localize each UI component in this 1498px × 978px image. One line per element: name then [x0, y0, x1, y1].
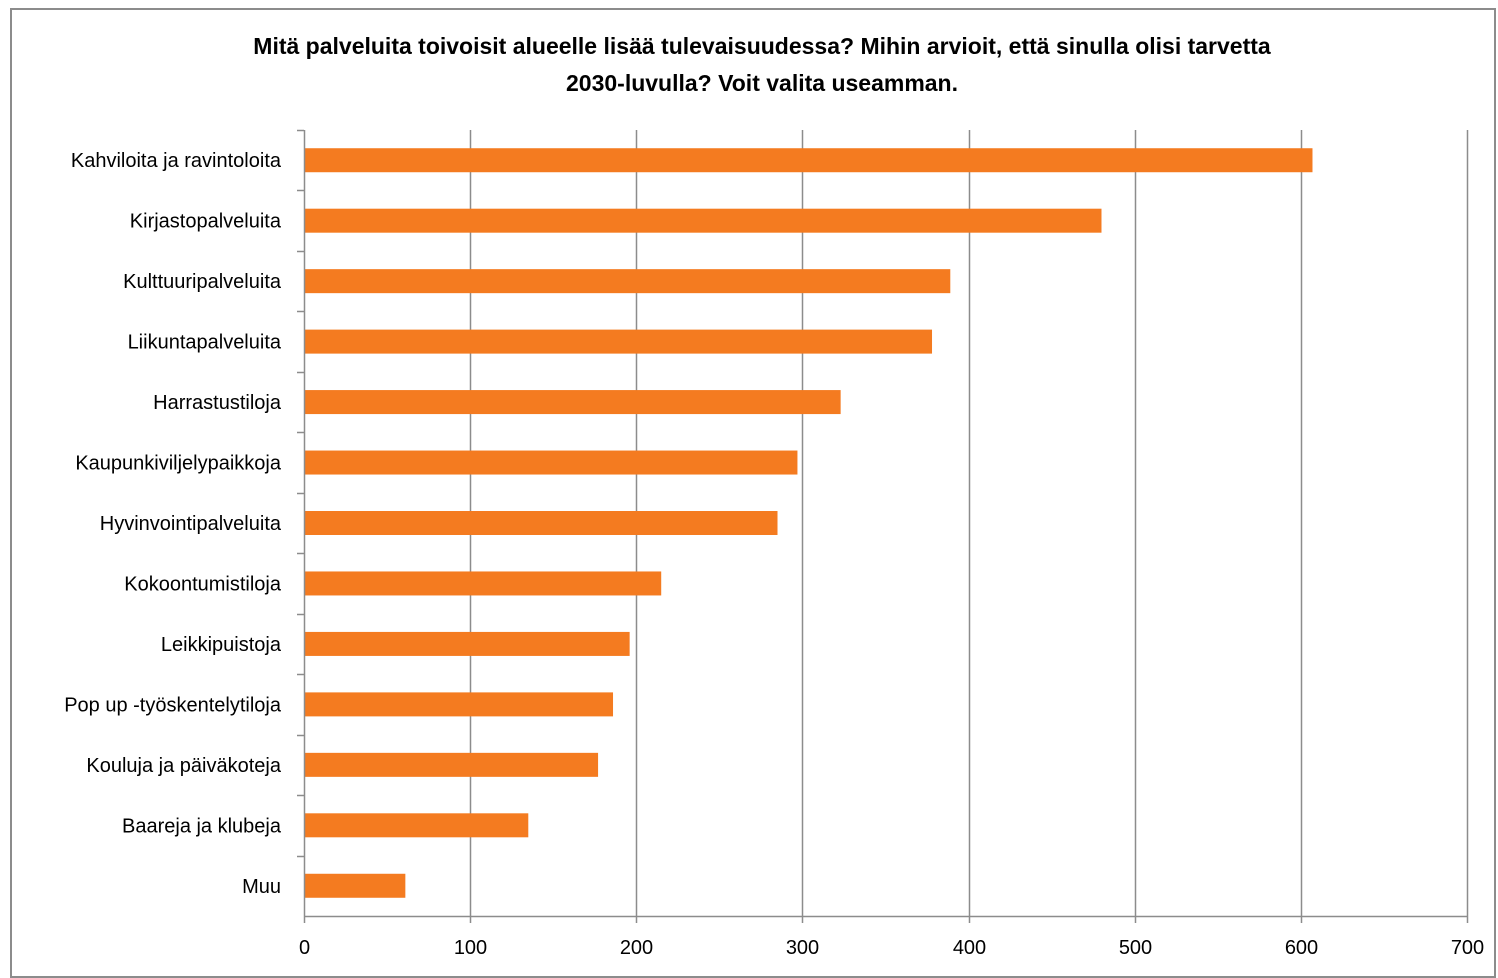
- category-label: Hyvinvointipalveluita: [100, 513, 282, 535]
- x-tick-label: 0: [299, 937, 310, 959]
- x-tick-label: 500: [1119, 937, 1152, 959]
- bar: [304, 571, 662, 596]
- x-tick-label: 300: [786, 937, 819, 959]
- bar: [304, 269, 951, 294]
- bar: [304, 450, 798, 475]
- bar: [304, 692, 614, 717]
- x-tick-label: 700: [1451, 937, 1484, 959]
- category-label: Kirjastopalveluita: [130, 211, 282, 233]
- category-label: Kaupunkiviljelypaikkoja: [75, 453, 282, 475]
- chart-title-line-2: 2030-luvulla? Voit valita useamman.: [566, 70, 958, 96]
- bar: [304, 813, 529, 838]
- category-label: Leikkipuistoja: [161, 634, 282, 656]
- bar: [304, 752, 599, 777]
- bar: [304, 631, 630, 656]
- bar: [304, 329, 933, 354]
- category-label: Baareja ja klubeja: [122, 815, 282, 837]
- bar: [304, 208, 1102, 233]
- category-label: Kahviloita ja ravintoloita: [71, 150, 282, 172]
- bar: [304, 511, 778, 535]
- category-label: Kulttuuripalveluita: [123, 271, 282, 293]
- category-label: Kouluja ja päiväkoteja: [86, 755, 281, 777]
- bar: [304, 390, 841, 415]
- chart-title-line-1: Mitä palveluita toivoisit alueelle lisää…: [253, 33, 1271, 59]
- category-label: Pop up -työskentelytiloja: [64, 694, 282, 716]
- bar: [304, 148, 1313, 173]
- x-tick-label: 400: [953, 937, 986, 959]
- x-tick-label: 100: [454, 937, 487, 959]
- x-tick-label: 600: [1285, 937, 1318, 959]
- category-label: Harrastustiloja: [153, 392, 282, 414]
- category-label: Muu: [242, 876, 281, 898]
- x-tick-label: 200: [620, 937, 653, 959]
- category-label: Kokoontumistiloja: [124, 573, 282, 595]
- category-label: Liikuntapalveluita: [128, 332, 282, 354]
- chart-title: Mitä palveluita toivoisit alueelle lisää…: [60, 28, 1464, 102]
- bar: [304, 873, 406, 898]
